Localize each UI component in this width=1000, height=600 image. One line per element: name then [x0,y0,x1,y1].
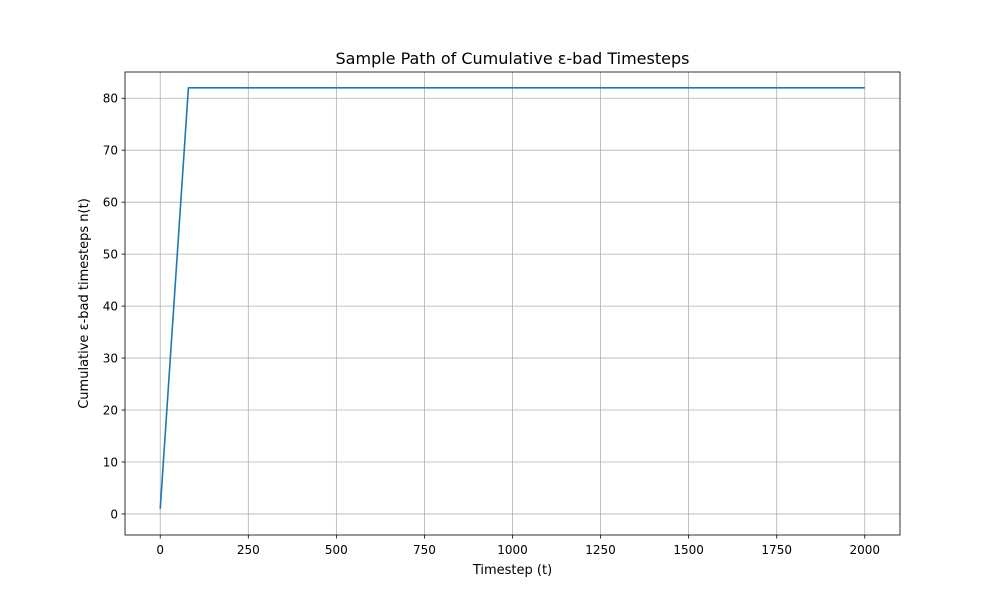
y-tick-label: 10 [103,455,118,469]
y-tick-label: 20 [103,404,118,418]
grid [125,72,900,535]
x-tick-label: 750 [413,543,436,557]
y-axis-label: Cumulative ε-bad timesteps n(t) [77,198,92,409]
chart-title: Sample Path of Cumulative ε-bad Timestep… [336,49,690,68]
series-line [159,87,865,509]
x-tick-label: 250 [237,543,260,557]
x-tick-label: 0 [156,543,164,557]
x-tick-label: 1250 [585,543,616,557]
x-tick-label: 1750 [761,543,792,557]
y-tick-label: 50 [103,248,118,262]
y-tick-label: 80 [103,92,118,106]
x-tick-label: 2000 [849,543,880,557]
y-tick-label: 0 [110,507,118,521]
y-tick-label: 60 [103,196,118,210]
x-tick-label: 1000 [497,543,528,557]
x-tick-label: 1500 [673,543,704,557]
y-tick-label: 40 [103,300,118,314]
y-tick-label: 70 [103,144,118,158]
x-tick-label: 500 [325,543,348,557]
y-tick-label: 30 [103,352,118,366]
ticks: 0 250 500 750 1000 1250 1500 1750 2000 0 10 20 30 40 5… [103,92,880,557]
x-axis-label: Timestep (t) [472,563,552,578]
series-group [159,87,865,509]
